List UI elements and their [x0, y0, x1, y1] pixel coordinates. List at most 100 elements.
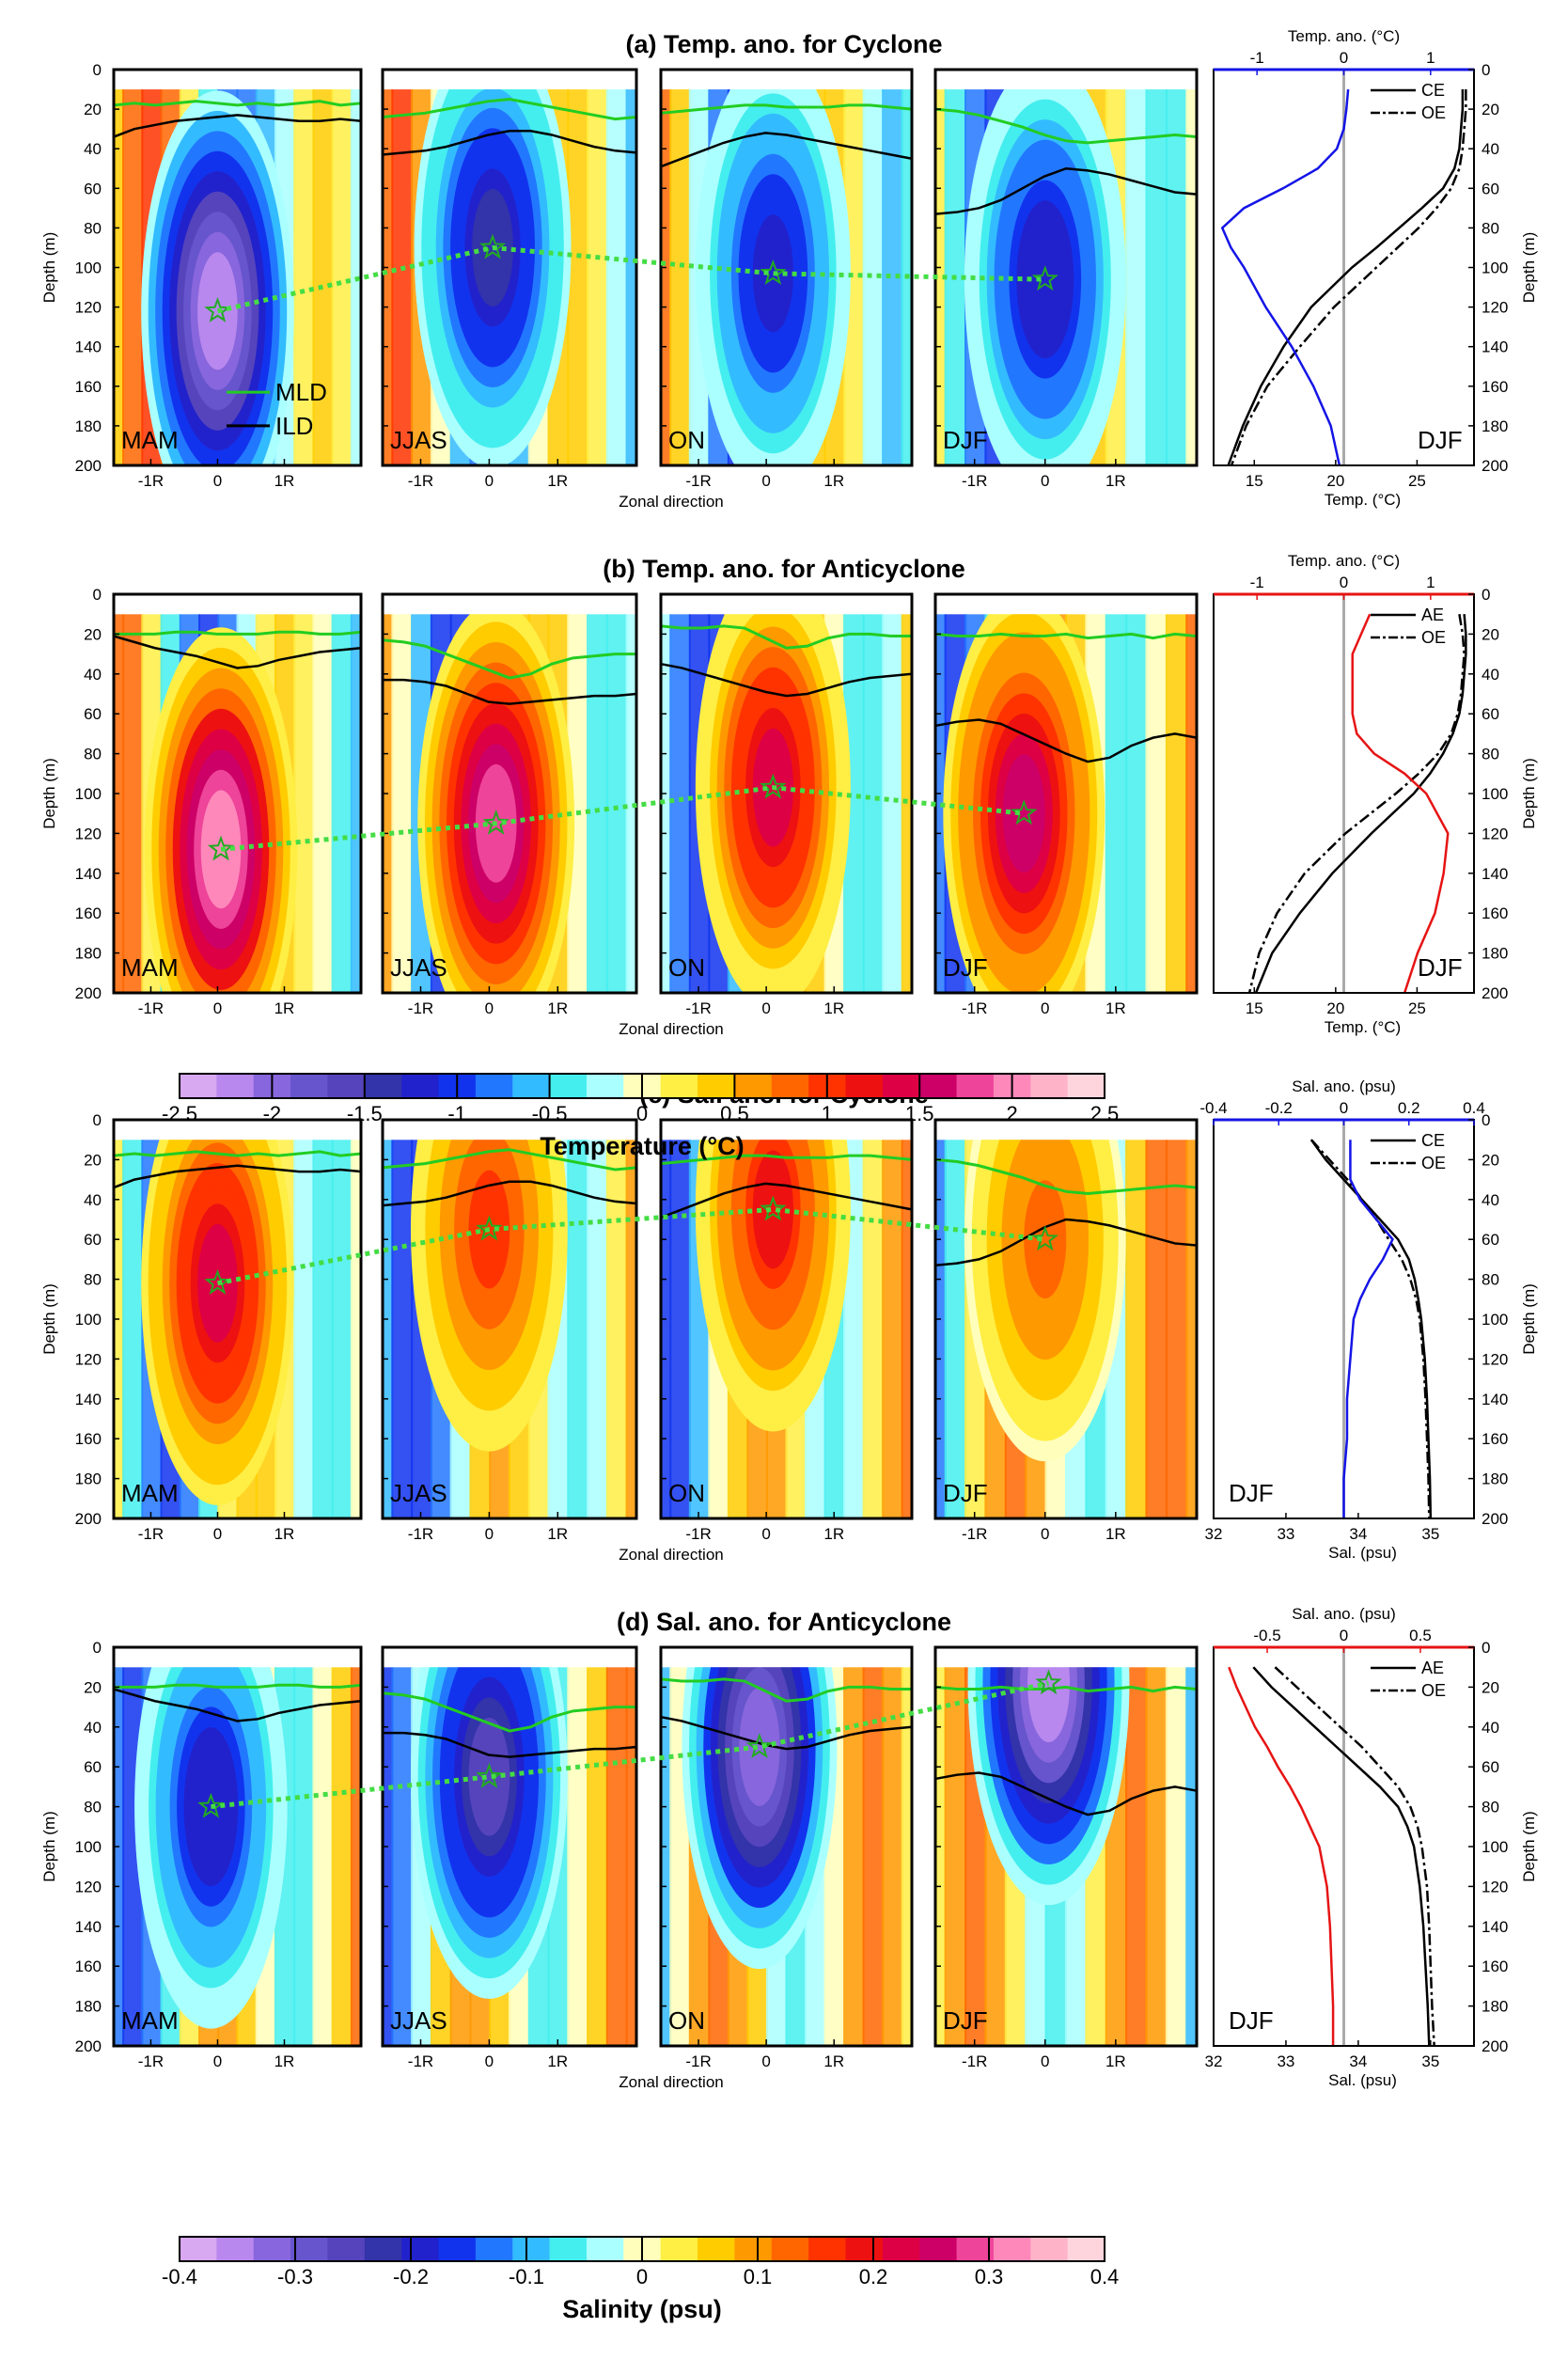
right-y-tick-label: 120 [1482, 1350, 1508, 1368]
y-tick-label: 40 [84, 140, 102, 158]
y-tick-label: 20 [84, 625, 102, 643]
contour-background-band [1165, 1140, 1188, 1518]
contour-background-band [605, 614, 628, 993]
bottom-axis-label: Temp. (°C) [1325, 1018, 1401, 1036]
ild-line [113, 114, 362, 138]
mld-line [382, 98, 637, 121]
y-tick-label: 180 [75, 1998, 102, 2016]
ild-line [382, 130, 637, 156]
season-label: JJAS [390, 953, 447, 982]
x-tick-label: 0 [1041, 472, 1049, 490]
right-y-tick-label: 140 [1482, 1391, 1508, 1408]
ild-line [383, 1731, 637, 1758]
contour-background-band [391, 89, 414, 465]
colorbar-label: Temperature (°C) [540, 1132, 744, 1160]
right-y-tick-label: 180 [1482, 1998, 1508, 2016]
right-y-tick-label: 180 [1482, 417, 1508, 435]
contour-background-band [383, 89, 394, 465]
x-tick-label: 1R [547, 999, 568, 1017]
ild-line [382, 1180, 637, 1207]
surface-strip [661, 1120, 912, 1140]
core-track [216, 1206, 1046, 1286]
colorbar-tick-label: 2 [1006, 1102, 1017, 1125]
y-tick-label: 200 [75, 984, 102, 1002]
top-tick-label: 0.5 [1409, 1627, 1432, 1644]
contour-background-band [567, 1140, 589, 1518]
colorbar-swatch [698, 2237, 735, 2261]
contour-field [661, 70, 912, 465]
colorbar-swatch [475, 2237, 513, 2261]
contour-field [114, 1120, 361, 1518]
top-tick-label: 0.2 [1398, 1099, 1420, 1117]
bottom-tick-label: 33 [1277, 2052, 1294, 2070]
x-tick-label: 1R [547, 1525, 568, 1543]
bottom-tick-label: 20 [1326, 472, 1344, 490]
right-y-tick-label: 180 [1482, 945, 1508, 963]
top-tick-label: 0 [1340, 574, 1348, 591]
contour-background-band [331, 89, 353, 465]
contour-background-band [1125, 614, 1148, 993]
right-y-tick-label: 0 [1482, 1639, 1490, 1657]
x-tick-label: 1R [547, 472, 568, 490]
panel-a: (a) Temp. ano. for Cyclone Depth (m) 0 20 40… [40, 27, 1538, 511]
surface-strip [935, 1120, 1197, 1140]
colorbar-swatch [956, 2237, 995, 2261]
contour-background-band [1125, 89, 1148, 465]
colorbar-swatch [919, 1074, 958, 1098]
right-y-tick-label: 40 [1482, 1719, 1499, 1737]
contour-background-band [1145, 614, 1168, 993]
right-y-tick-label: 0 [1482, 586, 1490, 604]
contour-background-band [331, 1140, 353, 1518]
season-panel-djf: -1R 0 1R DJF [933, 1645, 1199, 2070]
y-tick-label: 60 [84, 705, 102, 723]
right-y-tick-label: 200 [1482, 1510, 1508, 1528]
contour-background-band [587, 1140, 608, 1518]
contour-background-band [625, 1140, 636, 1518]
contour-field [114, 1647, 361, 2046]
bottom-tick-label: 34 [1349, 2052, 1367, 2070]
top-tick-label: -1 [1250, 49, 1264, 67]
right-y-tick-label: 120 [1482, 825, 1508, 842]
colorbar-swatch [808, 2237, 847, 2261]
colorbar-tick-label: 1 [822, 1102, 833, 1125]
contour-background-band [625, 1667, 636, 2046]
contour-background-band [882, 1667, 903, 2046]
mld-line [114, 630, 362, 636]
mld-line [114, 1683, 362, 1689]
colorbar-swatch [475, 1074, 513, 1098]
right-y-tick-label: 180 [1482, 1470, 1508, 1488]
contour-background-band [1165, 614, 1188, 993]
core-track [211, 1680, 1050, 1810]
colorbar-swatch [290, 2237, 329, 2261]
right-y-tick-label: 20 [1482, 101, 1499, 118]
season-label: ON [668, 1479, 705, 1507]
colorbars: -2.5 -2 -1.5 -1 -0.5 0 0.5 1 1.5 2 2.5 Temperature … [162, 1073, 1119, 2323]
right-y-tick-label: 20 [1482, 1151, 1499, 1169]
ild-line [660, 1182, 913, 1219]
contour-background-band [567, 614, 589, 993]
contour-level [1024, 220, 1067, 338]
colorbar-tick-label: -0.1 [509, 2265, 544, 2288]
top-tick-label: -0.2 [1265, 1099, 1293, 1117]
colorbar-tick-label: -0.3 [277, 2265, 313, 2288]
x-tick-label: 0 [1041, 1525, 1049, 1543]
contour-background-band [114, 1140, 125, 1518]
right-y-tick-label: 140 [1482, 1918, 1508, 1936]
colorbar-tick-label: 0.3 [975, 2265, 1004, 2288]
contour-background-band [605, 1667, 628, 2046]
bottom-tick-label: 34 [1349, 1525, 1367, 1543]
contour-background-band [114, 89, 125, 465]
x-axis-label: Zonal direction [619, 493, 724, 511]
eddy-core-star [197, 1792, 225, 1818]
x-tick-label: -1R [408, 2052, 433, 2070]
x-tick-label: -1R [685, 472, 711, 490]
season-panel-on: -1R 0 1R ON [659, 1645, 914, 2070]
contour-background-band [669, 1140, 691, 1518]
contour-background-band [331, 1667, 353, 2046]
x-tick-label: 0 [761, 2052, 770, 2070]
season-panel-mam: -1R 0 1R MAM [112, 592, 363, 1017]
colorbar-tick-label: -0.4 [162, 2265, 197, 2288]
y-axis-label: Depth (m) [40, 232, 58, 304]
